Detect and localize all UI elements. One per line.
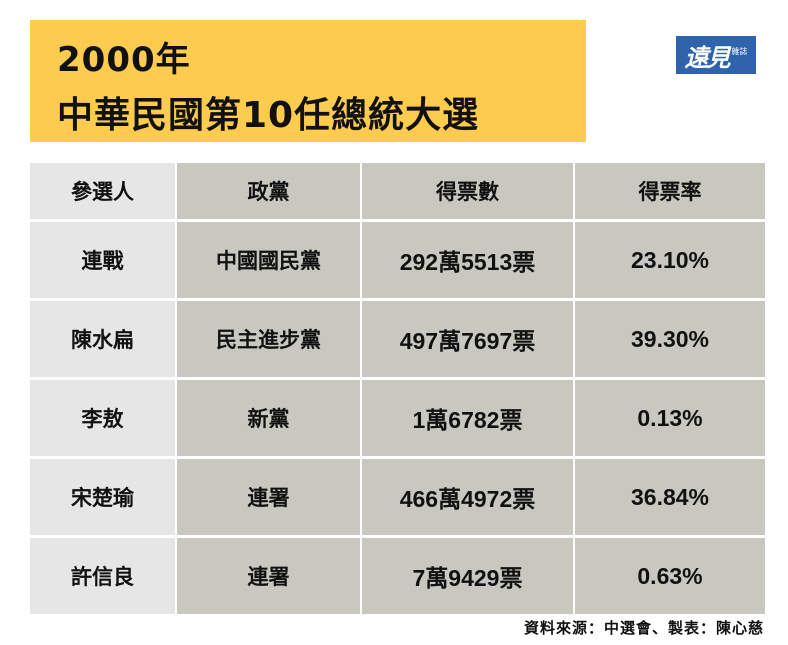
party-cell: 民主進步黨 [177, 301, 360, 377]
candidate-cell: 連戰 [30, 222, 175, 298]
logo-main-text: 遠見 [684, 42, 731, 72]
candidate-cell: 陳水扁 [30, 301, 175, 377]
votes-cell: 292萬5513票 [362, 222, 573, 298]
table-row: 許信良 連署 7萬9429票 0.63% [30, 538, 765, 614]
votes-cell: 7萬9429票 [362, 538, 573, 614]
title-election: 中華民國第10任總統大選 [57, 95, 480, 136]
rate-cell: 23.10% [575, 222, 765, 298]
table-row: 連戰 中國國民黨 292萬5513票 23.10% [30, 222, 765, 298]
rate-cell: 0.13% [575, 380, 765, 456]
candidate-cell: 李敖 [30, 380, 175, 456]
table-row: 李敖 新黨 1萬6782票 0.13% [30, 380, 765, 456]
column-header-rate: 得票率 [575, 163, 765, 219]
votes-cell: 1萬6782票 [362, 380, 573, 456]
logo-sub-text: 雜誌 [731, 46, 748, 56]
votes-cell: 497萬7697票 [362, 301, 573, 377]
rate-cell: 36.84% [575, 459, 765, 535]
title-year: 2000年 [57, 40, 191, 80]
column-header-votes: 得票數 [362, 163, 573, 219]
publisher-logo: 遠見 雜誌 [676, 36, 756, 74]
column-header-candidate: 參選人 [30, 163, 175, 219]
source-credit: 資料來源：中選會、製表：陳心慈 [523, 619, 764, 637]
candidate-cell: 宋楚瑜 [30, 459, 175, 535]
table-header-row: 參選人 政黨 得票數 得票率 [30, 163, 765, 219]
party-cell: 連署 [177, 538, 360, 614]
party-cell: 中國國民黨 [177, 222, 360, 298]
party-cell: 新黨 [177, 380, 360, 456]
rate-cell: 0.63% [575, 538, 765, 614]
party-cell: 連署 [177, 459, 360, 535]
column-header-party: 政黨 [177, 163, 360, 219]
rate-cell: 39.30% [575, 301, 765, 377]
election-results-table: 參選人 政黨 得票數 得票率 連戰 中國國民黨 292萬5513票 23.10%… [28, 160, 767, 617]
votes-cell: 466萬4972票 [362, 459, 573, 535]
candidate-cell: 許信良 [30, 538, 175, 614]
title-banner: 2000年 中華民國第10任總統大選 [30, 20, 586, 142]
table-row: 陳水扁 民主進步黨 497萬7697票 39.30% [30, 301, 765, 377]
table-row: 宋楚瑜 連署 466萬4972票 36.84% [30, 459, 765, 535]
